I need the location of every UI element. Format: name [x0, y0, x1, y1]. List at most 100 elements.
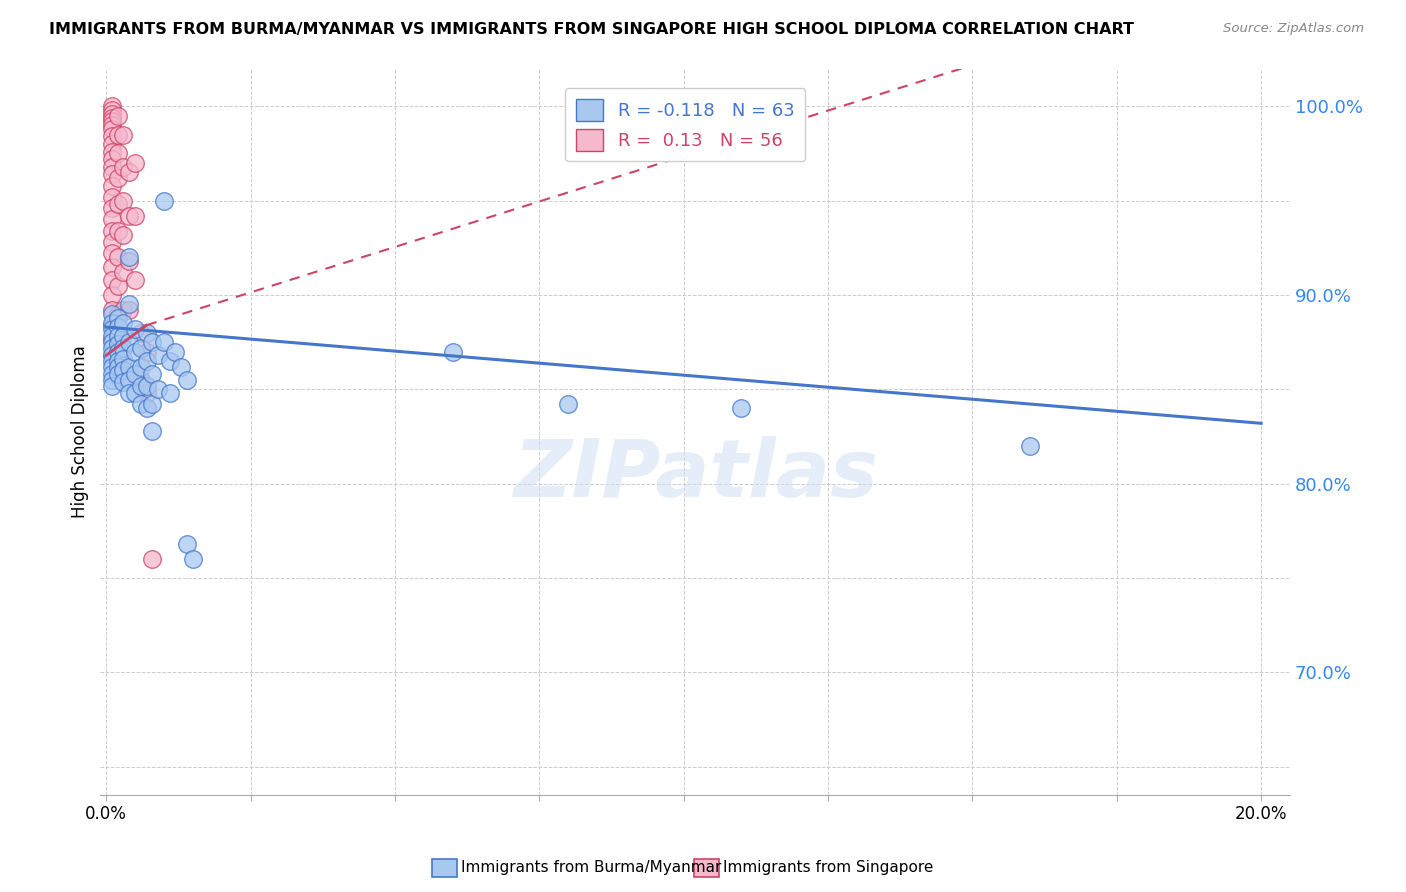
Y-axis label: High School Diploma: High School Diploma [72, 345, 89, 518]
Point [107, 354, 129, 368]
Point [107, 224, 129, 238]
Point [107, 250, 129, 264]
Point [118, 297, 141, 311]
Point [101, 167, 124, 181]
Text: Source: ZipAtlas.com: Source: ZipAtlas.com [1223, 22, 1364, 36]
Point [101, 246, 124, 260]
Point [170, 359, 193, 374]
Point [101, 307, 124, 321]
Point [112, 316, 135, 330]
Point [146, 382, 169, 396]
Point [141, 368, 163, 382]
Point [124, 156, 146, 170]
Point [141, 335, 163, 350]
Point [1019, 439, 1042, 453]
Point [107, 109, 129, 123]
Point [129, 373, 152, 387]
Point [118, 209, 141, 223]
Point [129, 326, 152, 340]
Point [146, 348, 169, 362]
Point [153, 194, 176, 208]
Point [101, 273, 124, 287]
Point [101, 129, 124, 144]
Point [112, 375, 135, 389]
Point [730, 401, 752, 416]
Point [165, 344, 187, 359]
Point [176, 373, 198, 387]
Point [129, 397, 152, 411]
Point [107, 344, 129, 359]
Point [107, 368, 129, 382]
Point [107, 146, 129, 161]
Point [101, 333, 124, 347]
Point [129, 359, 152, 374]
Point [101, 378, 124, 392]
Point [107, 278, 129, 293]
Point [135, 386, 157, 401]
Point [101, 348, 124, 362]
Point [101, 201, 124, 215]
Point [101, 178, 124, 193]
Point [118, 359, 141, 374]
Point [153, 335, 176, 350]
Point [107, 171, 129, 186]
Point [118, 250, 141, 264]
Point [101, 368, 124, 382]
Point [141, 424, 163, 438]
Point [101, 288, 124, 302]
Point [101, 318, 124, 333]
Point [124, 386, 146, 401]
Point [118, 386, 141, 401]
Point [135, 354, 157, 368]
Point [101, 354, 124, 368]
Point [101, 224, 124, 238]
Point [557, 397, 579, 411]
Point [124, 344, 146, 359]
Point [101, 260, 124, 274]
Point [135, 326, 157, 340]
Point [107, 197, 129, 211]
Point [101, 212, 124, 227]
Point [107, 335, 129, 350]
Text: IMMIGRANTS FROM BURMA/MYANMAR VS IMMIGRANTS FROM SINGAPORE HIGH SCHOOL DIPLOMA C: IMMIGRANTS FROM BURMA/MYANMAR VS IMMIGRA… [49, 22, 1135, 37]
Point [101, 103, 124, 117]
Point [124, 322, 146, 336]
Point [112, 303, 135, 318]
Point [112, 194, 135, 208]
Point [112, 329, 135, 343]
Point [112, 160, 135, 174]
Point [129, 341, 152, 355]
Point [112, 341, 135, 355]
Point [112, 265, 135, 279]
Point [118, 254, 141, 268]
Point [101, 99, 124, 113]
Point [107, 337, 129, 351]
Point [159, 354, 181, 368]
Point [101, 235, 124, 249]
Point [101, 136, 124, 151]
Point [107, 128, 129, 142]
Point [112, 363, 135, 377]
Text: Immigrants from Burma/Myanmar: Immigrants from Burma/Myanmar [461, 861, 721, 875]
Point [135, 401, 157, 416]
Point [101, 303, 124, 318]
Point [118, 165, 141, 179]
Point [112, 352, 135, 367]
Point [107, 320, 129, 334]
Text: Immigrants from Singapore: Immigrants from Singapore [723, 861, 934, 875]
Point [118, 373, 141, 387]
Point [107, 359, 129, 374]
Point [107, 329, 129, 343]
Point [101, 341, 124, 355]
Point [101, 118, 124, 132]
Point [176, 537, 198, 551]
Text: ZIPatlas: ZIPatlas [513, 436, 877, 515]
Point [101, 107, 124, 121]
Point [124, 273, 146, 287]
Point [129, 378, 152, 392]
Point [107, 307, 129, 321]
Point [101, 373, 124, 387]
Point [101, 359, 124, 374]
Point [107, 310, 129, 325]
Point [181, 552, 204, 566]
